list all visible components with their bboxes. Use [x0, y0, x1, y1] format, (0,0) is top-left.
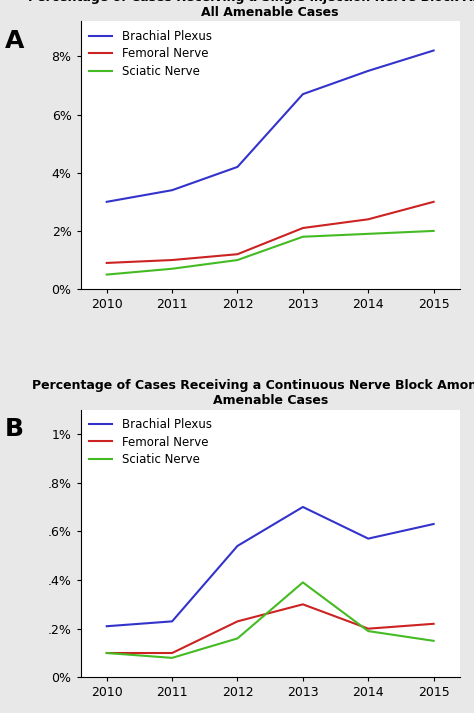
- Text: A: A: [5, 29, 24, 53]
- Femoral Nerve: [431, 198, 437, 206]
- Femoral Nerve: [235, 617, 240, 625]
- Line: Femoral Nerve: Femoral Nerve: [107, 605, 434, 653]
- Femoral Nerve: [431, 620, 437, 628]
- Brachial Plexus: [104, 198, 109, 206]
- Sciatic Nerve: [365, 627, 371, 635]
- Femoral Nerve: [365, 215, 371, 224]
- Legend: Brachial Plexus, Femoral Nerve, Sciatic Nerve: Brachial Plexus, Femoral Nerve, Sciatic …: [86, 27, 214, 81]
- Line: Brachial Plexus: Brachial Plexus: [107, 507, 434, 626]
- Brachial Plexus: [104, 622, 109, 630]
- Brachial Plexus: [431, 46, 437, 55]
- Title: Percentage of Cases Receiving a Continuous Nerve Block Among All
Amenable Cases: Percentage of Cases Receiving a Continuo…: [32, 379, 474, 407]
- Femoral Nerve: [169, 649, 175, 657]
- Sciatic Nerve: [104, 649, 109, 657]
- Femoral Nerve: [300, 600, 306, 609]
- Line: Sciatic Nerve: Sciatic Nerve: [107, 231, 434, 275]
- Brachial Plexus: [235, 163, 240, 171]
- Femoral Nerve: [300, 224, 306, 232]
- Line: Femoral Nerve: Femoral Nerve: [107, 202, 434, 263]
- Sciatic Nerve: [431, 227, 437, 235]
- Sciatic Nerve: [365, 230, 371, 238]
- Sciatic Nerve: [235, 634, 240, 642]
- Femoral Nerve: [104, 259, 109, 267]
- Brachial Plexus: [169, 617, 175, 625]
- Brachial Plexus: [300, 90, 306, 98]
- Sciatic Nerve: [300, 578, 306, 587]
- Sciatic Nerve: [431, 637, 437, 645]
- Text: B: B: [5, 416, 24, 441]
- Femoral Nerve: [169, 256, 175, 265]
- Brachial Plexus: [431, 520, 437, 528]
- Brachial Plexus: [235, 542, 240, 550]
- Line: Sciatic Nerve: Sciatic Nerve: [107, 583, 434, 658]
- Brachial Plexus: [365, 66, 371, 75]
- Title: Percentage of Cases Receiving a Single Injection Nerve Block Among
All Amenable : Percentage of Cases Receiving a Single I…: [28, 0, 474, 19]
- Brachial Plexus: [169, 186, 175, 195]
- Femoral Nerve: [365, 625, 371, 633]
- Femoral Nerve: [235, 250, 240, 259]
- Brachial Plexus: [300, 503, 306, 511]
- Sciatic Nerve: [169, 265, 175, 273]
- Sciatic Nerve: [169, 654, 175, 662]
- Sciatic Nerve: [235, 256, 240, 265]
- Sciatic Nerve: [300, 232, 306, 241]
- Brachial Plexus: [365, 534, 371, 543]
- Sciatic Nerve: [104, 270, 109, 279]
- Femoral Nerve: [104, 649, 109, 657]
- Line: Brachial Plexus: Brachial Plexus: [107, 51, 434, 202]
- Legend: Brachial Plexus, Femoral Nerve, Sciatic Nerve: Brachial Plexus, Femoral Nerve, Sciatic …: [86, 416, 214, 468]
